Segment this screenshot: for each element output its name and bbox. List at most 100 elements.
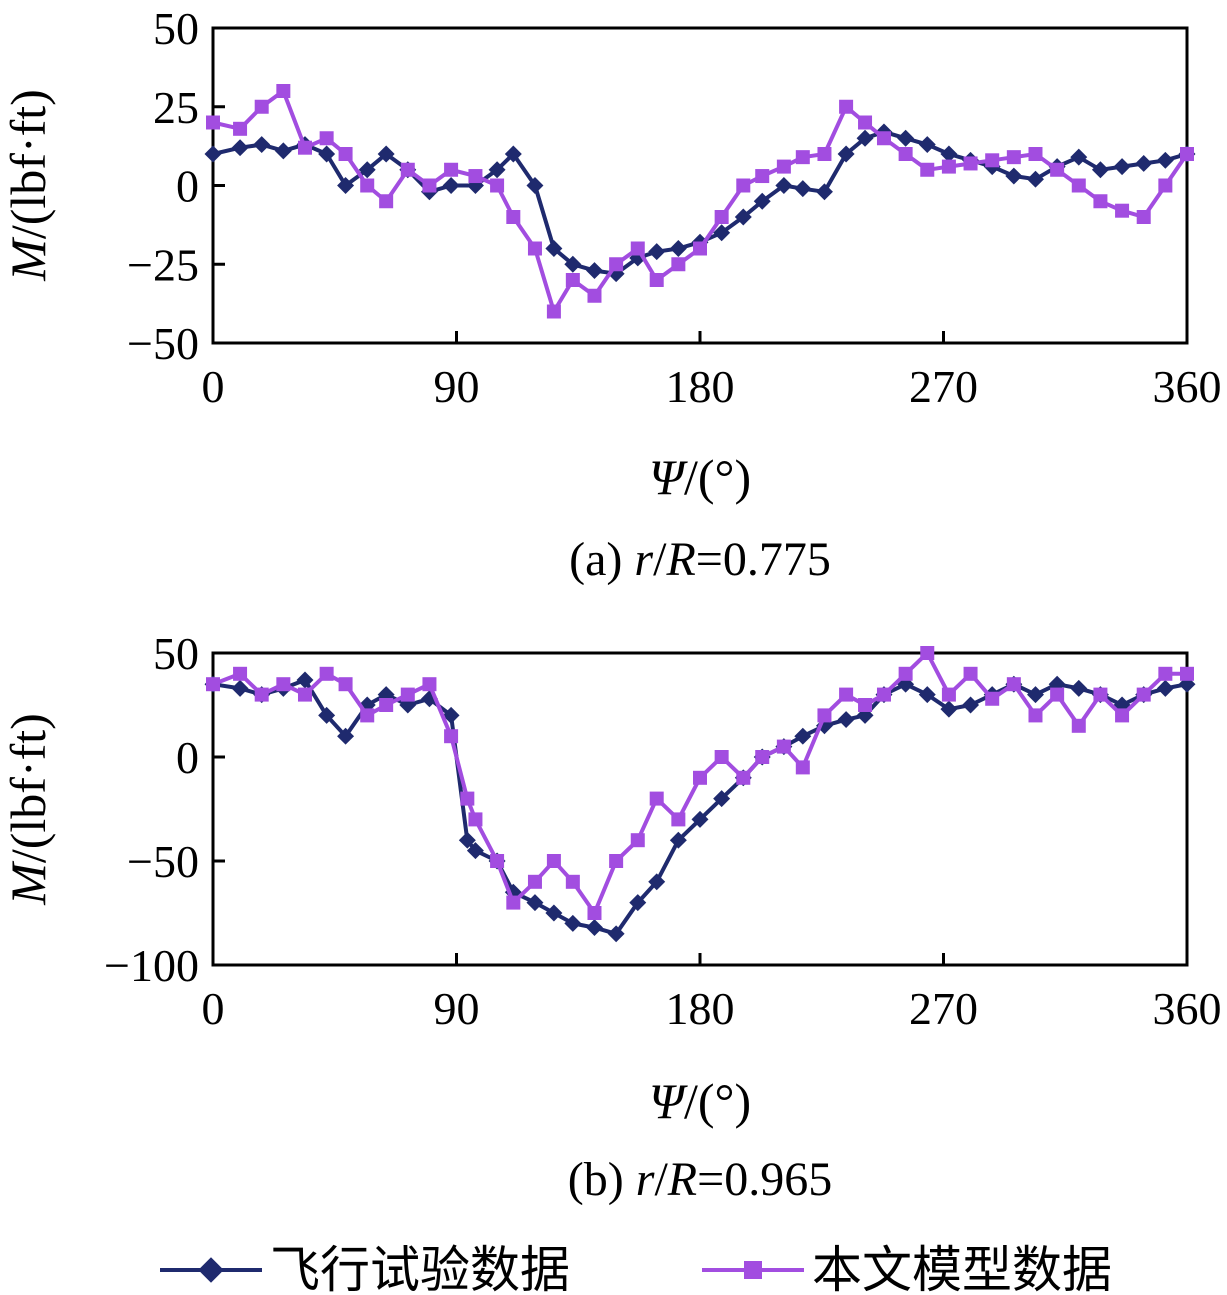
y-axis-label: M/(lbf·ft) — [0, 89, 56, 282]
data-point — [607, 925, 625, 943]
data-point — [837, 145, 855, 163]
data-point — [526, 177, 544, 194]
data-point — [795, 760, 810, 775]
x-tick-label: 180 — [666, 361, 735, 412]
data-point — [526, 894, 544, 912]
y-tick-label: 50 — [153, 628, 199, 679]
data-point — [755, 169, 770, 184]
chart-caption: (b) r/R=0.965 — [568, 1153, 832, 1206]
data-point — [585, 919, 603, 937]
data-point — [839, 99, 854, 114]
data-point — [985, 691, 1000, 706]
x-tick-label: 360 — [1153, 361, 1222, 412]
data-point — [897, 129, 915, 147]
data-point — [1136, 210, 1151, 224]
y-axis-label: M/(lbf·ft) — [0, 713, 56, 906]
data-point — [360, 178, 375, 193]
data-point — [254, 687, 269, 702]
data-point — [856, 129, 874, 147]
y-tick-label: 50 — [153, 3, 199, 54]
x-tick-label: 360 — [1153, 983, 1222, 1034]
data-point — [204, 145, 222, 163]
data-point — [714, 210, 729, 224]
data-point — [377, 145, 395, 163]
data-point — [338, 147, 353, 161]
data-point — [442, 706, 460, 724]
data-point — [466, 842, 484, 860]
data-point — [630, 833, 645, 848]
data-point — [609, 854, 624, 868]
y-tick-label: −100 — [104, 940, 199, 991]
data-point — [1156, 679, 1174, 697]
data-point — [858, 115, 873, 130]
data-point — [1093, 687, 1108, 702]
data-point — [962, 696, 980, 714]
x-tick-label: 180 — [666, 983, 735, 1034]
data-point — [276, 677, 291, 692]
data-point — [1091, 161, 1109, 179]
data-point — [713, 224, 731, 242]
data-point — [1070, 148, 1088, 166]
data-point — [231, 679, 249, 697]
x-tick-label: 0 — [202, 361, 225, 412]
series-layer — [204, 646, 1196, 943]
data-point — [815, 183, 833, 201]
data-point — [468, 812, 483, 827]
data-point — [1113, 158, 1131, 176]
plot-frame — [211, 651, 1189, 967]
data-point — [648, 873, 666, 891]
data-point — [468, 169, 483, 184]
x-tick-label: 270 — [909, 361, 978, 412]
data-point — [1070, 679, 1088, 697]
data-point — [669, 240, 687, 257]
data-point — [609, 257, 624, 272]
x-tick-labels: 0 90 180 270 360 — [202, 331, 1222, 412]
chart-b: 50 0 −50 −100 0 90 180 270 360 Ψ/(°) M/(lbf·ft)… — [0, 628, 1222, 1206]
data-point — [233, 666, 248, 681]
data-point — [940, 700, 958, 718]
data-point — [736, 178, 751, 193]
data-point — [693, 770, 707, 785]
data-point — [400, 687, 415, 702]
data-point — [297, 140, 312, 155]
data-point — [1005, 167, 1023, 185]
data-point — [422, 677, 437, 692]
data-point — [358, 161, 376, 179]
x-tick-label: 270 — [909, 983, 978, 1034]
data-point — [337, 727, 355, 745]
data-point — [1136, 687, 1151, 702]
data-point — [1006, 677, 1021, 692]
data-point — [714, 750, 729, 764]
data-point — [444, 162, 459, 177]
data-point — [565, 273, 580, 287]
legend-item-model: 本文模型数据 — [702, 1242, 1112, 1295]
data-point — [488, 161, 506, 179]
data-point — [1071, 718, 1086, 733]
chart-caption: (a) r/R=0.775 — [569, 533, 831, 586]
data-point — [817, 708, 832, 723]
y-tick-labels: 50 25 0 −25 −50 — [127, 3, 225, 369]
data-point — [565, 874, 580, 889]
data-point — [319, 131, 334, 146]
data-point — [817, 147, 832, 161]
data-point — [318, 145, 336, 163]
data-point — [985, 153, 1000, 168]
data-point — [527, 874, 542, 889]
data-point — [649, 791, 664, 806]
data-point — [1115, 708, 1130, 723]
data-point — [713, 790, 731, 808]
data-point — [776, 159, 791, 174]
data-point — [379, 194, 394, 209]
data-point — [1180, 666, 1194, 681]
chart-a: 50 25 0 −25 −50 0 90 180 270 360 Ψ/(°) M/(lbf·ft… — [0, 3, 1222, 586]
data-point — [546, 854, 561, 868]
legend-item-flight-test: 飞行试验数据 — [160, 1242, 570, 1295]
x-axis-label: Ψ/(°) — [649, 1073, 751, 1129]
data-point — [545, 904, 563, 922]
data-point — [506, 210, 521, 224]
data-point — [231, 139, 249, 157]
data-point — [337, 177, 355, 194]
data-point — [1027, 686, 1044, 704]
data-point — [546, 304, 561, 319]
y-tick-label: 25 — [153, 82, 199, 133]
